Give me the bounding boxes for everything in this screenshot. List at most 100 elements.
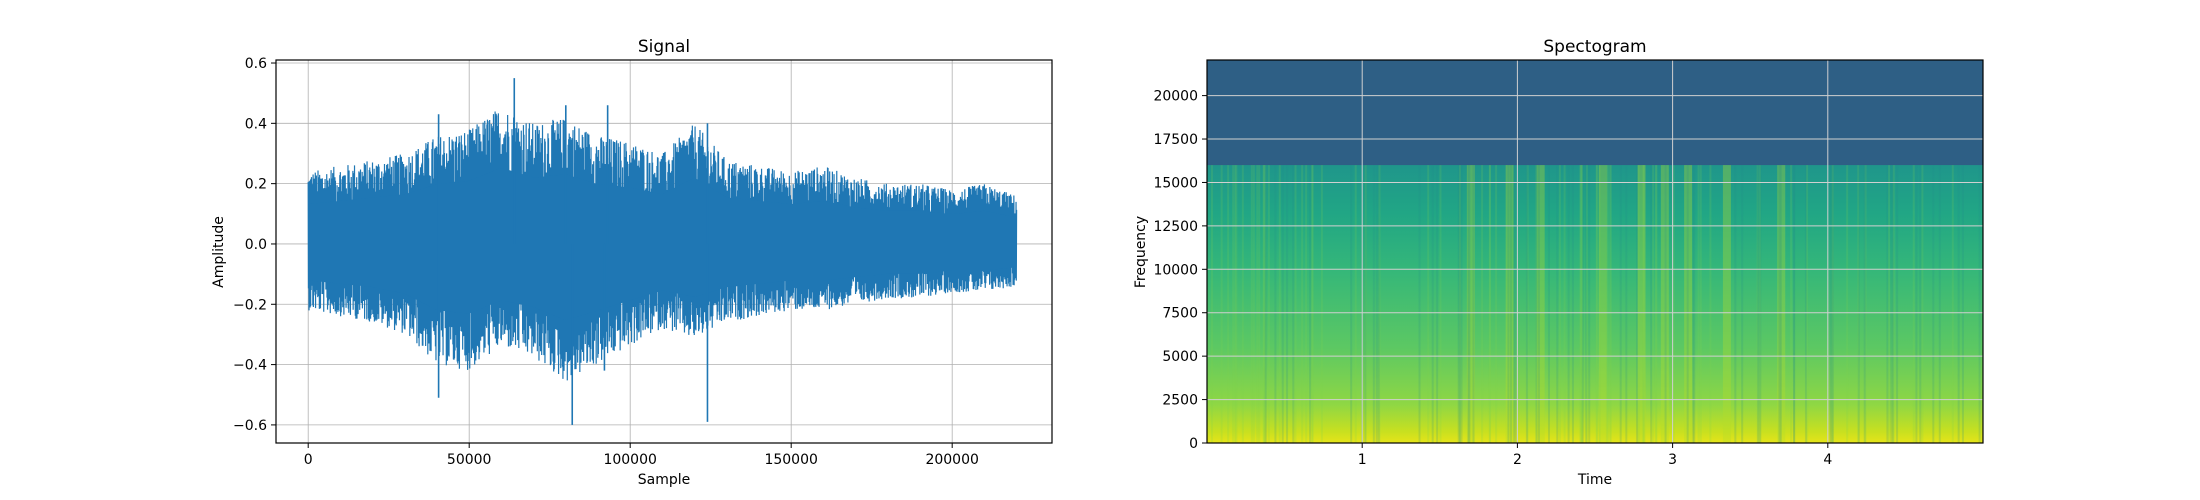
signal-y-tick-label: 0.4	[245, 116, 267, 132]
spectrogram-texture	[1286, 165, 1289, 443]
signal-waveform	[307, 78, 1018, 425]
spectrogram-texture	[1890, 165, 1893, 443]
spectrogram-texture	[1264, 165, 1267, 443]
spectrogram-texture	[1757, 165, 1760, 443]
spectrogram-texture	[1779, 165, 1782, 443]
spectrogram-texture	[1655, 165, 1658, 443]
spectrogram-texture	[1234, 165, 1237, 443]
spectrogram-texture	[1857, 165, 1860, 443]
spectrogram-texture	[1436, 165, 1439, 443]
spectrogram-texture	[1636, 165, 1639, 443]
spectrogram-texture	[1595, 165, 1598, 443]
spectrogram-texture	[1525, 165, 1528, 443]
spectrogram-texture	[1514, 165, 1517, 443]
spectrogram-texture	[1458, 165, 1461, 443]
spectrogram-texture	[1672, 165, 1675, 443]
spectrogram-texture	[1350, 165, 1353, 443]
signal-chart: Signal 0 50000 100000 150000 200000 −0.6 −0.4…	[211, 37, 1053, 488]
spectrogram-texture	[1431, 165, 1434, 443]
spectrogram-texture	[1831, 165, 1834, 443]
spectrogram-texture	[1606, 165, 1609, 443]
spectrogram-texture	[1664, 165, 1667, 443]
signal-y-tick-label: 0.2	[245, 177, 267, 193]
spectrogram-texture	[1364, 165, 1367, 443]
spectrogram-texture	[1709, 165, 1712, 443]
spectrogram-texture	[1278, 165, 1281, 443]
spectrogram-texture	[1957, 165, 1960, 443]
spectrogram-texture	[1294, 165, 1297, 443]
spectrogram-texture	[1961, 165, 1964, 443]
spectrogram-texture	[1262, 165, 1265, 443]
spectrogram-texture	[1609, 165, 1612, 443]
spectrogram-bright-band	[1536, 165, 1545, 443]
spectrogram-texture	[1758, 165, 1761, 443]
spectrogram-texture	[1377, 165, 1380, 443]
signal-y-tick-label: 0.0	[245, 237, 267, 253]
spectrogram-texture	[1585, 165, 1588, 443]
spectrogram-texture	[1579, 165, 1582, 443]
spectrogram-texture	[1778, 165, 1781, 443]
spectrogram-texture	[1305, 165, 1308, 443]
spectrogram-texture	[1210, 165, 1213, 443]
spectrogram-texture	[1567, 165, 1570, 443]
spectrogram-texture	[1699, 165, 1702, 443]
spectrogram-y-tick-label: 15000	[1153, 175, 1198, 191]
spectrogram-bright-bands	[1210, 165, 1983, 443]
spectrogram-bright-band	[1598, 165, 1607, 443]
spectrogram-texture	[1468, 165, 1471, 443]
spectrogram-texture	[1354, 165, 1357, 443]
spectrogram-x-tick-label: 2	[1513, 452, 1522, 468]
spectrogram-bright-band	[1637, 165, 1646, 443]
spectrogram-bright-band	[1777, 165, 1786, 443]
spectrogram-texture	[1857, 165, 1860, 443]
signal-x-tick-label: 100000	[603, 452, 656, 468]
spectrogram-texture	[1558, 165, 1561, 443]
spectrogram-texture	[1311, 165, 1314, 443]
spectrogram-texture	[1642, 165, 1645, 443]
spectrogram-texture	[1830, 165, 1833, 443]
spectrogram-texture	[1863, 165, 1866, 443]
spectrogram-texture	[1734, 165, 1737, 443]
spectrogram-texture	[1896, 165, 1899, 443]
spectrogram-texture	[1274, 165, 1277, 443]
spectrogram-y-label: Frequency	[1133, 216, 1149, 288]
signal-y-tick-label: −0.2	[233, 297, 267, 313]
spectrogram-texture	[1915, 165, 1918, 443]
spectrogram-texture	[1581, 165, 1584, 443]
spectrogram-texture	[1790, 165, 1793, 443]
spectrogram-texture	[1846, 165, 1849, 443]
spectrogram-texture	[1919, 165, 1922, 443]
spectrogram-bright-band	[1684, 165, 1693, 443]
spectrogram-texture	[1526, 165, 1529, 443]
spectrogram-texture	[1579, 165, 1582, 443]
spectrogram-texture	[1507, 165, 1510, 443]
spectrogram-texture	[1938, 165, 1941, 443]
spectrogram-texture	[1252, 165, 1255, 443]
spectrogram-texture	[1488, 165, 1491, 443]
signal-y-tick-label: −0.6	[233, 418, 267, 434]
spectrogram-texture	[1625, 165, 1628, 443]
spectrogram-texture	[1912, 165, 1915, 443]
spectrogram-grid	[1207, 60, 1983, 443]
spectrogram-texture	[1258, 165, 1261, 443]
spectrogram-texture	[1427, 165, 1430, 443]
spectrogram-y-tick-label: 17500	[1153, 132, 1198, 148]
spectrogram-bright-band	[1660, 165, 1669, 443]
signal-y-tick-label: −0.4	[233, 358, 267, 374]
spectrogram-texture	[1535, 165, 1538, 443]
spectrogram-title: Spectogram	[1543, 37, 1646, 57]
signal-y-label: Amplitude	[211, 216, 227, 288]
signal-x-tick-label: 50000	[447, 452, 492, 468]
spectrogram-texture	[1378, 165, 1381, 443]
spectrogram-texture	[1642, 165, 1645, 443]
spectrogram-texture	[1686, 165, 1689, 443]
spectrogram-texture	[1281, 165, 1284, 443]
spectrogram-texture	[1693, 165, 1696, 443]
spectrogram-texture	[1220, 165, 1223, 443]
spectrogram-y-tick-label: 20000	[1153, 89, 1198, 105]
signal-y-tick-label: 0.6	[245, 56, 267, 72]
spectrogram-texture	[1756, 165, 1759, 443]
spectrogram-texture	[1439, 165, 1442, 443]
spectrogram-texture	[1891, 165, 1894, 443]
spectrogram-x-axis: 1 2 3 4	[1358, 443, 1832, 468]
